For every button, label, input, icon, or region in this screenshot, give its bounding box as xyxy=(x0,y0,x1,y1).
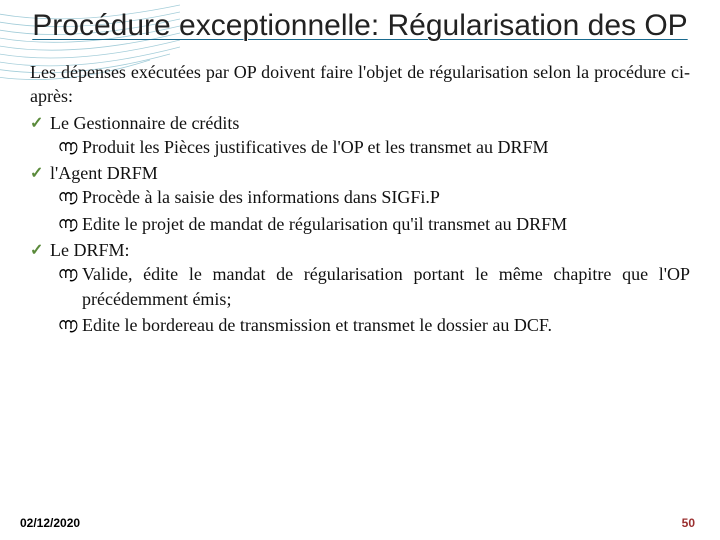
bullet-item: ൬ Procède à la saisie des informations d… xyxy=(58,185,690,209)
bullet-item: ൬ Edite le projet de mandat de régularis… xyxy=(58,212,690,236)
level2-list: ൬ Valide, édite le mandat de régularisat… xyxy=(50,262,690,337)
slide-container: Procédure exceptionnelle: Régularisation… xyxy=(0,0,720,540)
section-3: ✓ Le DRFM: ൬ Valide, édite le mandat de … xyxy=(30,238,690,337)
footer-date: 02/12/2020 xyxy=(20,516,80,530)
bullet-item: ൬ Edite le bordereau de transmission et … xyxy=(58,313,690,337)
section-1: ✓ Le Gestionnaire de crédits ൬ Produit l… xyxy=(30,111,690,160)
intro-text: Les dépenses exécutées par OP doivent fa… xyxy=(30,60,690,109)
bullet-text: Edite le projet de mandat de régularisat… xyxy=(82,214,567,234)
bullet-text: Procède à la saisie des informations dan… xyxy=(82,187,440,207)
bullet-item: ൬ Produit les Pièces justificatives de l… xyxy=(58,135,690,159)
level2-list: ൬ Procède à la saisie des informations d… xyxy=(50,185,690,236)
section-heading: Le DRFM: xyxy=(50,240,130,260)
bullet-text: Produit les Pièces justificatives de l'O… xyxy=(82,137,549,157)
check-icon: ✓ xyxy=(30,240,43,262)
slide-title: Procédure exceptionnelle: Régularisation… xyxy=(30,8,690,44)
level1-list: ✓ Le Gestionnaire de crédits ൬ Produit l… xyxy=(30,111,690,338)
bullet-text: Valide, édite le mandat de régularisatio… xyxy=(82,264,690,308)
level2-list: ൬ Produit les Pièces justificatives de l… xyxy=(50,135,690,159)
section-heading: Le Gestionnaire de crédits xyxy=(50,113,239,133)
slide-content: Les dépenses exécutées par OP doivent fa… xyxy=(30,60,690,337)
swirl-icon: ൬ xyxy=(58,214,77,233)
section-heading: l'Agent DRFM xyxy=(50,163,158,183)
section-2: ✓ l'Agent DRFM ൬ Procède à la saisie des… xyxy=(30,161,690,236)
footer-page-number: 50 xyxy=(682,516,695,530)
swirl-icon: ൬ xyxy=(58,137,77,156)
bullet-item: ൬ Valide, édite le mandat de régularisat… xyxy=(58,262,690,311)
bullet-text: Edite le bordereau de transmission et tr… xyxy=(82,315,552,335)
check-icon: ✓ xyxy=(30,113,43,135)
swirl-icon: ൬ xyxy=(58,264,77,283)
swirl-icon: ൬ xyxy=(58,315,77,334)
swirl-icon: ൬ xyxy=(58,187,77,206)
check-icon: ✓ xyxy=(30,163,43,185)
